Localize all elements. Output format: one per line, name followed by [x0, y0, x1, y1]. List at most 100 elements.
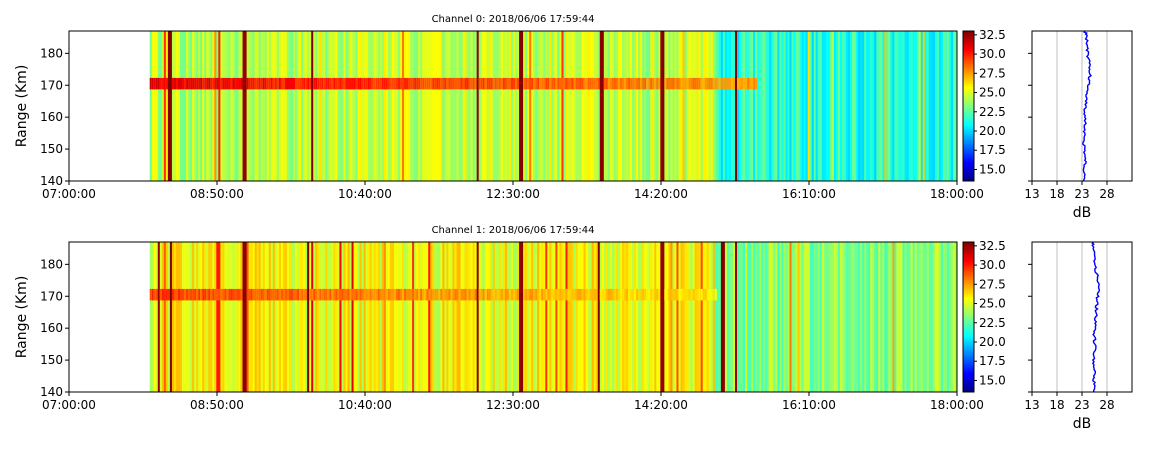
heatmap-column [335, 31, 338, 181]
colorbar-segment [963, 267, 974, 270]
echo-layer-cell [329, 288, 332, 301]
heatmap-column [662, 242, 665, 392]
echo-layer-cell [305, 77, 308, 90]
echo-layer-cell [331, 77, 334, 90]
heatmap-column [331, 242, 334, 392]
echo-layer-cell [458, 77, 461, 90]
colorbar-segment [963, 367, 974, 370]
heatmap-column [377, 242, 381, 392]
heatmap-column [807, 31, 811, 181]
echo-layer-cell [504, 77, 508, 90]
echo-layer-cell [434, 77, 437, 90]
echo-layer-cell [297, 288, 300, 301]
heatmap-column [585, 31, 589, 181]
heatmap-column [664, 31, 667, 181]
echo-layer-cell [365, 288, 369, 301]
colorbar-segment [963, 93, 974, 97]
colorbar-segment [963, 344, 974, 348]
heatmap-column [210, 31, 213, 181]
heatmap-column [755, 242, 758, 392]
heatmap-column [496, 31, 500, 181]
heatmap-column [349, 31, 352, 181]
heatmap-column [825, 31, 829, 181]
colorbar-segment [963, 146, 974, 149]
echo-layer-cell [567, 77, 570, 90]
heatmap-column [632, 31, 635, 181]
echo-layer-cell [573, 77, 576, 90]
echo-layer-cell [361, 288, 365, 301]
colorbar-segment [963, 121, 974, 124]
y-tick-label: 170 [40, 289, 63, 303]
heatmap-column [337, 242, 340, 392]
profile-x-tick-label: 23 [1074, 187, 1089, 201]
heatmap-column [694, 242, 698, 392]
echo-layer-cell [741, 77, 744, 90]
echo-layer-cell [293, 77, 296, 90]
heatmap-column [688, 31, 691, 181]
heatmap-column [208, 31, 211, 181]
colorbar-segment [963, 327, 974, 330]
colorbar-segment [963, 161, 974, 164]
echo-layer-cell [599, 288, 603, 301]
heatmap-column [347, 242, 350, 392]
heatmap-column [561, 242, 564, 392]
echo-layer-cell [510, 288, 514, 301]
profile-line [1091, 241, 1101, 393]
heatmap-column [496, 242, 500, 392]
heatmap-column [385, 31, 389, 181]
echo-layer-cell [563, 77, 566, 90]
echo-layer-cell [327, 77, 330, 90]
echo-layer-cell [664, 77, 667, 90]
colorbar-segment [963, 63, 974, 67]
heatmap-column [523, 242, 526, 392]
heatmap-column [402, 31, 405, 181]
colorbar-segment [963, 38, 974, 42]
colorbar-tick-label: 32.5 [979, 28, 1006, 42]
heatmap-column [406, 31, 409, 181]
heatmap-column [359, 242, 362, 392]
echo-layer-cell [474, 288, 478, 301]
heatmap-column [151, 31, 155, 181]
heatmap-column [426, 31, 429, 181]
heatmap-column [938, 242, 942, 392]
echo-layer-cell [226, 288, 229, 301]
heatmap-column [916, 31, 920, 181]
heatmap-column [924, 242, 928, 392]
echo-layer-cell [500, 288, 504, 301]
profile-x-axis-label: dB [1073, 205, 1092, 221]
echo-layer-cell [603, 77, 607, 90]
echo-layer-cell [182, 288, 185, 301]
echo-layer-cell [535, 288, 538, 301]
echo-layer-cell [258, 77, 262, 90]
heatmap-column [589, 31, 593, 181]
echo-layer-cell [569, 77, 572, 90]
echo-layer-cell [636, 77, 639, 90]
echo-layer-cell [502, 288, 506, 301]
heatmap-column [702, 242, 706, 392]
heatmap-column [599, 31, 603, 181]
colorbar-segment [963, 374, 974, 378]
heatmap-column [167, 31, 171, 181]
x-tick-label: 07:00:00 [42, 398, 96, 412]
heatmap-column [531, 242, 534, 392]
echo-layer-cell [704, 77, 708, 90]
echo-layer-cell [180, 288, 183, 301]
heatmap-column [815, 31, 819, 181]
echo-layer-cell [438, 77, 441, 90]
heatmap-column [609, 31, 613, 181]
heatmap-column [149, 242, 153, 392]
heatmap-column [478, 242, 482, 392]
heatmap-column [268, 242, 272, 392]
heatmap-column [430, 31, 433, 181]
echo-layer-cell [609, 288, 613, 301]
heatmap-column [383, 242, 387, 392]
heatmap-column [779, 31, 782, 181]
echo-layer-cell [319, 77, 322, 90]
echo-layer-cell [710, 288, 714, 301]
echo-layer-cell [216, 288, 219, 301]
heatmap-column [708, 242, 712, 392]
heatmap-column [153, 31, 157, 181]
echo-layer-cell [194, 288, 197, 301]
echo-layer-cell [184, 288, 187, 301]
heatmap-column [926, 31, 930, 181]
